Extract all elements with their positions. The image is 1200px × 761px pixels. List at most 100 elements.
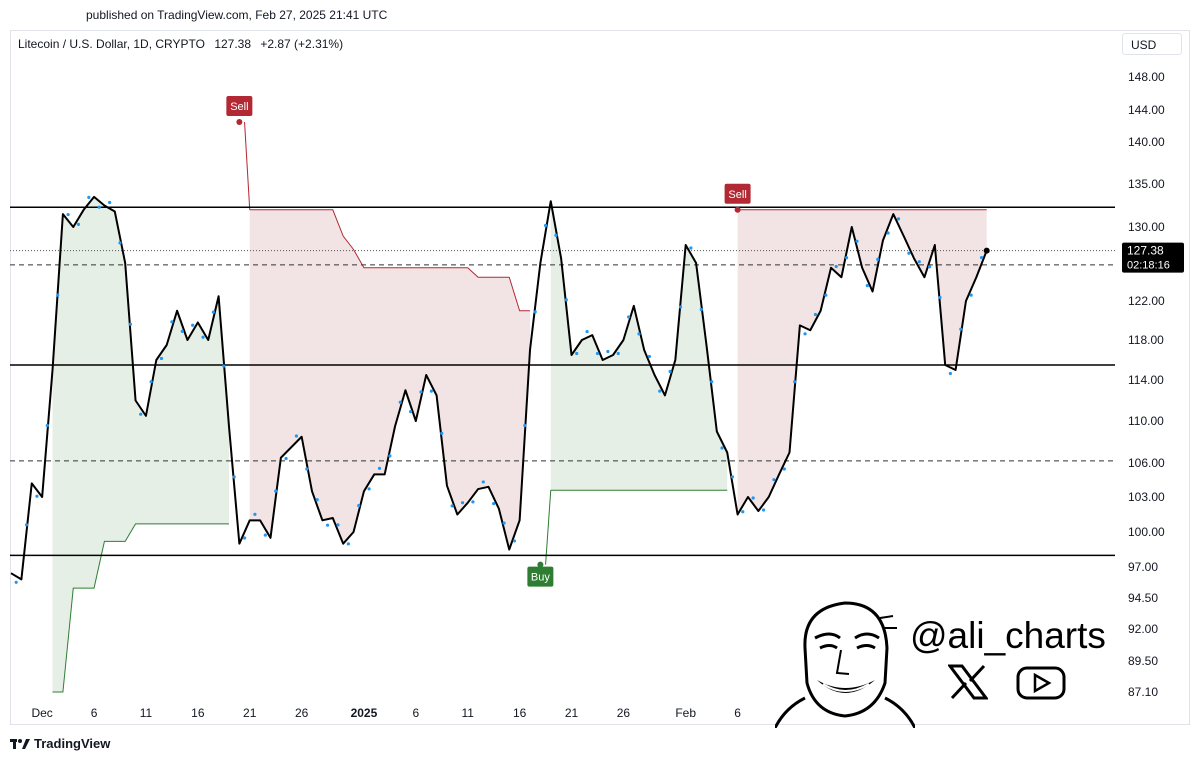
buy-zone-fill [52,196,229,692]
price-dot [222,364,226,368]
price-dot [242,536,247,540]
price-dot [782,467,786,471]
price-dot [917,260,921,264]
price-dot [253,512,257,516]
y-tick-label: 122.00 [1128,294,1165,308]
price-dot [699,307,703,312]
price-dot [492,501,496,506]
price-dot [24,523,29,527]
price-dot [668,369,672,374]
signal-marker [236,119,243,125]
price-dot [564,298,568,302]
price-dot [263,533,267,537]
x-tick-label: 26 [617,706,631,720]
price-dot [294,434,299,438]
signal-marker [734,206,741,213]
published-note: published on TradingView.com, Feb 27, 20… [86,8,388,22]
y-tick-label: 92.00 [1128,622,1158,636]
sell-signal-badge [724,183,751,204]
price-dot [139,412,143,416]
price-dot [201,335,205,339]
price-line [10,195,988,581]
price-dot [429,389,433,393]
price-dot [575,351,579,356]
watermark-handle: @ali_charts [910,615,1106,656]
x-tick-label: 2025 [351,706,378,720]
price-dot [730,475,735,479]
price-dot [585,329,589,334]
currency-button[interactable]: USD [1122,33,1182,55]
tradingview-brand: TradingView [34,736,111,751]
price-dot [616,351,620,356]
price-tag-value: 127.38 [1127,244,1164,258]
x-tick-label: 16 [191,706,205,720]
price-dot [813,312,818,317]
tradingview-icon [10,738,30,749]
price-dot [274,489,278,493]
y-tick-label: 110.00 [1128,414,1164,428]
price-dot [76,222,81,226]
price-tag [1122,242,1184,273]
price-dot [595,351,600,356]
y-tick-label: 118.00 [1128,333,1164,347]
price-dot [751,496,755,500]
price-dot [377,466,382,470]
price-dot [647,354,651,359]
price-dot [108,200,112,205]
youtube-icon [1016,666,1066,700]
price-dot [678,305,683,309]
price-dot [658,389,662,393]
price-dot [305,467,309,471]
sell-stop-line [249,209,530,312]
price-dot [45,423,49,428]
price-dot [14,580,18,584]
x-tick-label: 11 [140,706,153,720]
tradingview-logo[interactable]: TradingView [10,736,110,751]
price-dot [450,504,454,508]
sell-zone-fill [249,209,531,550]
price-dot [554,233,558,237]
price-dot [689,246,693,250]
x-tick-label: Dec [31,706,52,720]
price-dot [357,503,361,508]
price-dot [741,510,745,514]
x-tick-label: 21 [565,706,579,720]
x-tick-label: Feb [675,706,696,720]
price-dot [502,521,506,525]
price-dot [533,310,537,314]
x-tick-label: 6 [91,706,98,720]
x-tick-label: 16 [513,706,527,720]
signal-marker [537,561,544,568]
price-dot [97,205,101,209]
face-illustration [775,601,915,728]
price-dot [388,454,392,458]
y-tick-label: 94.50 [1128,591,1158,605]
y-tick-label: 87.10 [1128,685,1158,699]
price-dot [959,327,963,331]
price-dot [865,284,869,288]
x-logo-icon [948,664,988,700]
y-tick-label: 148.00 [1128,70,1165,84]
price-dot [180,329,184,333]
price-dot [232,475,236,479]
price-dot [523,423,527,428]
price-dot [440,431,444,435]
price-dot [284,456,288,461]
x-tick-label: 11 [461,706,474,720]
price-dot [606,349,610,354]
price-dot [336,523,340,527]
price-dot [398,400,402,404]
y-tick-label: 144.00 [1128,103,1165,117]
x-tick-label: 6 [734,706,741,720]
price-dot [191,323,195,327]
price-dot [419,390,423,394]
price-dot [170,320,174,324]
buy-stop-line [52,523,229,693]
price-dot [367,487,371,491]
x-tick-label: 26 [295,706,309,720]
symbol-name: Litecoin / U.S. Dollar, 1D, CRYPTO [18,37,205,51]
y-tick-label: 103.00 [1128,490,1165,504]
price-dot [907,251,911,255]
y-tick-label: 89.50 [1128,654,1158,668]
